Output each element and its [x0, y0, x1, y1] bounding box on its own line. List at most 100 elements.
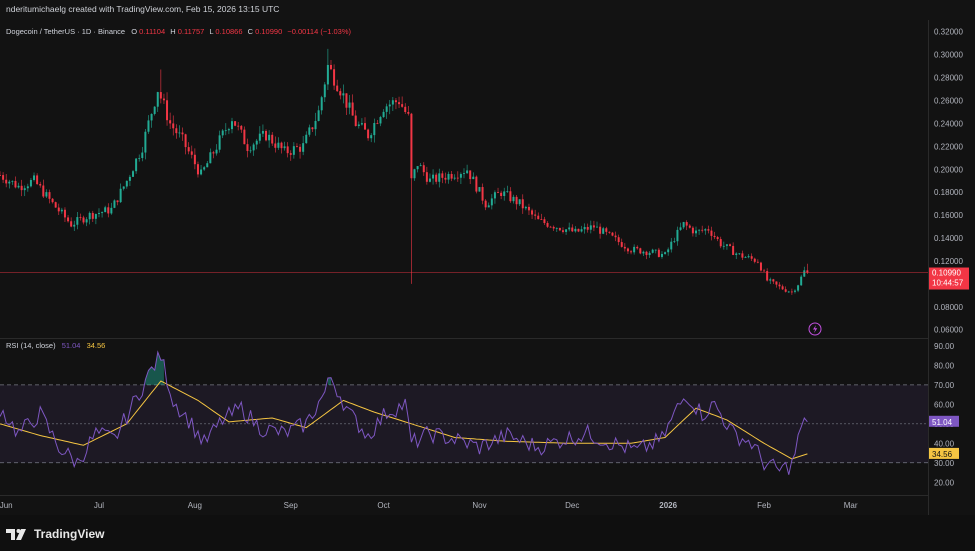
candle[interactable] [673, 237, 676, 244]
candle[interactable] [196, 161, 199, 178]
candle[interactable] [141, 146, 144, 162]
candle[interactable] [345, 93, 348, 116]
candle[interactable] [639, 247, 642, 255]
candle[interactable] [63, 207, 66, 222]
candle[interactable] [781, 284, 784, 291]
candle[interactable] [413, 168, 416, 181]
candle[interactable] [500, 190, 503, 200]
candle[interactable] [676, 226, 679, 246]
candle[interactable] [42, 179, 45, 198]
candle[interactable] [187, 142, 190, 155]
candle[interactable] [234, 120, 237, 127]
candle[interactable] [521, 194, 524, 214]
candle[interactable] [605, 226, 608, 236]
candle[interactable] [382, 109, 385, 118]
candle[interactable] [162, 93, 165, 105]
candle[interactable] [574, 226, 577, 233]
candle[interactable] [527, 203, 530, 215]
candle[interactable] [60, 207, 63, 214]
candle[interactable] [224, 123, 227, 136]
candle[interactable] [110, 202, 113, 215]
candle[interactable] [364, 117, 367, 130]
candle[interactable] [252, 142, 255, 156]
candle[interactable] [506, 185, 509, 193]
candle[interactable] [428, 173, 431, 183]
candle[interactable] [784, 286, 787, 293]
candle[interactable] [685, 220, 688, 231]
candle[interactable] [243, 126, 246, 145]
candle[interactable] [271, 132, 274, 146]
candle[interactable] [289, 150, 292, 161]
candle[interactable] [5, 173, 8, 188]
candle[interactable] [323, 82, 326, 102]
candle[interactable] [456, 171, 459, 182]
candle[interactable] [385, 103, 388, 119]
candle[interactable] [744, 256, 747, 259]
candle[interactable] [370, 133, 373, 143]
candle[interactable] [367, 128, 370, 141]
candle[interactable] [342, 84, 345, 104]
candle[interactable] [558, 227, 561, 232]
candle[interactable] [404, 103, 407, 114]
candle[interactable] [453, 174, 456, 181]
candle[interactable] [376, 120, 379, 125]
candle[interactable] [14, 176, 17, 189]
candle[interactable] [444, 172, 447, 184]
candle[interactable] [82, 215, 85, 225]
candle[interactable] [255, 138, 258, 150]
candle[interactable] [704, 228, 707, 235]
candle[interactable] [203, 166, 206, 171]
candle[interactable] [51, 197, 54, 204]
candle[interactable] [463, 168, 465, 179]
candle[interactable] [283, 141, 286, 151]
candle[interactable] [132, 170, 135, 177]
candle[interactable] [540, 213, 543, 220]
candle[interactable] [772, 278, 775, 284]
candle[interactable] [122, 186, 125, 191]
candle[interactable] [156, 91, 159, 112]
candles[interactable] [0, 48, 809, 295]
candle[interactable] [466, 164, 469, 174]
candle[interactable] [561, 227, 564, 234]
candle[interactable] [803, 266, 806, 277]
candle[interactable] [11, 180, 14, 185]
candle[interactable] [280, 141, 283, 154]
candle[interactable] [128, 174, 131, 187]
candle[interactable] [240, 125, 243, 133]
candle[interactable] [299, 144, 302, 159]
candle[interactable] [710, 226, 713, 241]
candle[interactable] [0, 171, 1, 176]
candle[interactable] [580, 225, 583, 233]
candle[interactable] [209, 148, 212, 164]
candle[interactable] [193, 148, 196, 170]
chart-area[interactable]: 0.32000 0.30000 0.28000 0.26000 0.24000 0.220… [0, 20, 975, 515]
candle[interactable] [379, 115, 382, 127]
candle[interactable] [357, 121, 360, 129]
candle[interactable] [249, 146, 252, 154]
candle[interactable] [36, 173, 39, 186]
candle[interactable] [391, 97, 394, 112]
candle[interactable] [546, 221, 549, 229]
candle[interactable] [150, 113, 153, 128]
candle[interactable] [769, 277, 772, 285]
candle[interactable] [246, 138, 249, 158]
tradingview-logo[interactable]: TradingView [6, 527, 104, 541]
candle[interactable] [104, 205, 107, 213]
candle[interactable] [45, 189, 48, 198]
candle[interactable] [716, 235, 719, 242]
candle[interactable] [626, 247, 629, 255]
candle[interactable] [320, 95, 323, 115]
candle[interactable] [101, 211, 104, 218]
candle[interactable] [478, 186, 481, 192]
candle[interactable] [725, 244, 728, 250]
candle[interactable] [450, 170, 453, 182]
candle[interactable] [54, 201, 57, 208]
candle[interactable] [419, 162, 422, 167]
candle[interactable] [435, 172, 438, 185]
candle[interactable] [268, 130, 271, 148]
candle[interactable] [70, 217, 73, 228]
candle[interactable] [667, 247, 670, 256]
candle[interactable] [741, 250, 744, 260]
candle[interactable] [336, 79, 339, 93]
candle[interactable] [26, 183, 29, 192]
